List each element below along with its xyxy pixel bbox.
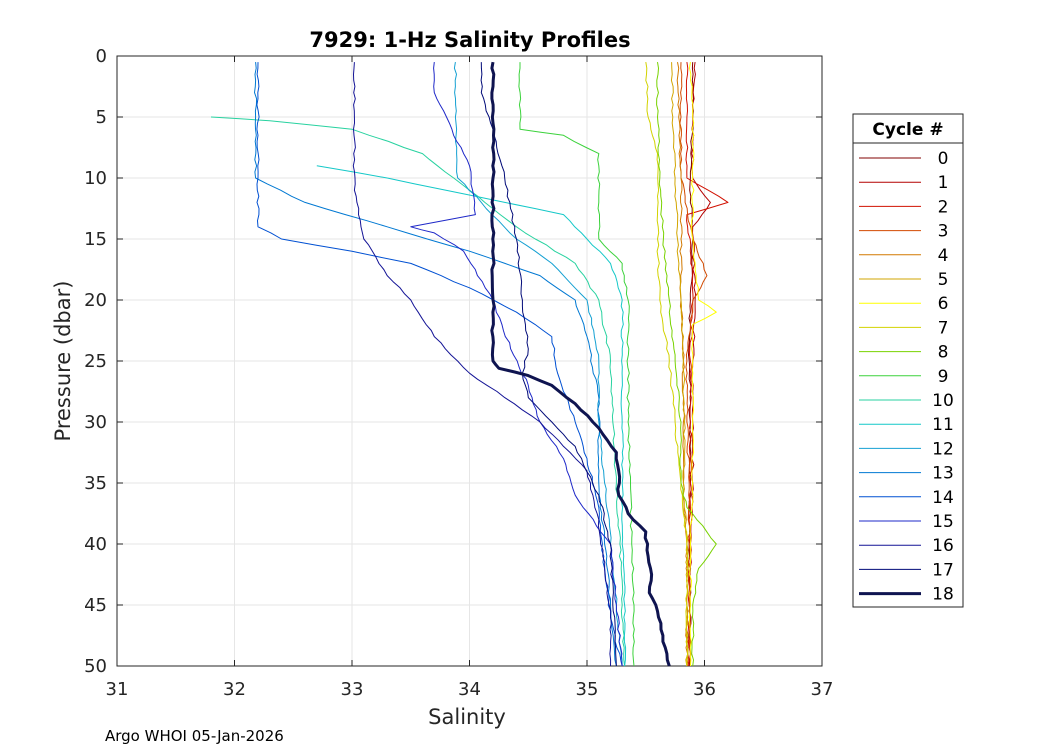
- series-line-cycle-14: [256, 62, 623, 667]
- series-line-cycle-2: [685, 62, 729, 667]
- legend-label-cycle-8: 8: [938, 343, 949, 363]
- y-axis-title: Pressure (dbar): [51, 281, 75, 442]
- legend-label-cycle-4: 4: [938, 246, 949, 266]
- y-tick-label: 45: [84, 595, 107, 616]
- series-line-cycle-11: [316, 165, 627, 667]
- x-tick-label: 37: [811, 679, 834, 700]
- series-line-cycle-17: [480, 62, 617, 667]
- footer-credit: Argo WHOI 05-Jan-2026: [105, 727, 284, 745]
- series-line-cycle-9: [518, 62, 635, 667]
- series-line-cycle-13: [254, 62, 617, 667]
- legend-label-cycle-17: 17: [932, 560, 954, 580]
- series-line-cycle-6: [689, 62, 717, 667]
- legend-title: Cycle #: [872, 120, 943, 140]
- series-lines: [210, 61, 729, 667]
- chart-title: 7929: 1-Hz Salinity Profiles: [309, 28, 630, 52]
- legend-label-cycle-13: 13: [932, 464, 954, 484]
- x-tick-label: 33: [341, 679, 364, 700]
- y-tick-label: 25: [84, 351, 107, 372]
- series-line-cycle-10: [210, 116, 626, 667]
- legend-label-cycle-18: 18: [932, 585, 954, 605]
- y-tick-label: 20: [84, 290, 107, 311]
- axis-ticks: 31 32 33 34 35 36 37 0 5 10 15 20 25 30 35 40 45 50: [84, 46, 833, 700]
- series-line-cycle-8: [656, 62, 717, 667]
- legend-label-cycle-9: 9: [938, 367, 949, 387]
- y-tick-label: 30: [84, 412, 107, 433]
- legend-label-cycle-2: 2: [938, 197, 949, 217]
- series-line-cycle-5: [670, 62, 689, 667]
- series-line-cycle-0: [688, 62, 694, 667]
- x-tick-label: 34: [458, 679, 481, 700]
- y-tick-label: 0: [96, 46, 107, 67]
- series-line-cycle-7: [645, 62, 689, 667]
- x-axis-title: Salinity: [428, 705, 506, 729]
- legend-label-cycle-5: 5: [938, 270, 949, 290]
- legend-label-cycle-1: 1: [938, 173, 949, 193]
- legend-box: [852, 113, 964, 608]
- legend-label-cycle-14: 14: [932, 488, 954, 508]
- y-tick-label: 40: [84, 534, 107, 555]
- y-tick-label: 5: [96, 107, 107, 128]
- x-tick-label: 31: [106, 679, 129, 700]
- series-line-cycle-15: [410, 62, 623, 667]
- x-tick-label: 35: [576, 679, 599, 700]
- x-tick-label: 36: [693, 679, 716, 700]
- series-line-cycle-3: [679, 62, 708, 667]
- legend-label-cycle-10: 10: [932, 391, 954, 411]
- y-tick-label: 15: [84, 229, 107, 250]
- legend-label-cycle-16: 16: [932, 536, 954, 556]
- x-tick-label: 32: [223, 679, 246, 700]
- series-line-cycle-16: [352, 62, 612, 667]
- legend-label-cycle-12: 12: [932, 439, 954, 459]
- series-line-cycle-18: [490, 61, 671, 667]
- y-tick-label: 10: [84, 168, 107, 189]
- legend-label-cycle-3: 3: [938, 222, 949, 242]
- legend-label-cycle-11: 11: [932, 415, 954, 435]
- legend-label-cycle-6: 6: [938, 294, 949, 314]
- legend-label-cycle-15: 15: [932, 512, 954, 532]
- y-tick-label: 50: [84, 656, 107, 677]
- legend-label-cycle-0: 0: [938, 149, 949, 169]
- y-tick-label: 35: [84, 473, 107, 494]
- legend-label-cycle-7: 7: [938, 318, 949, 338]
